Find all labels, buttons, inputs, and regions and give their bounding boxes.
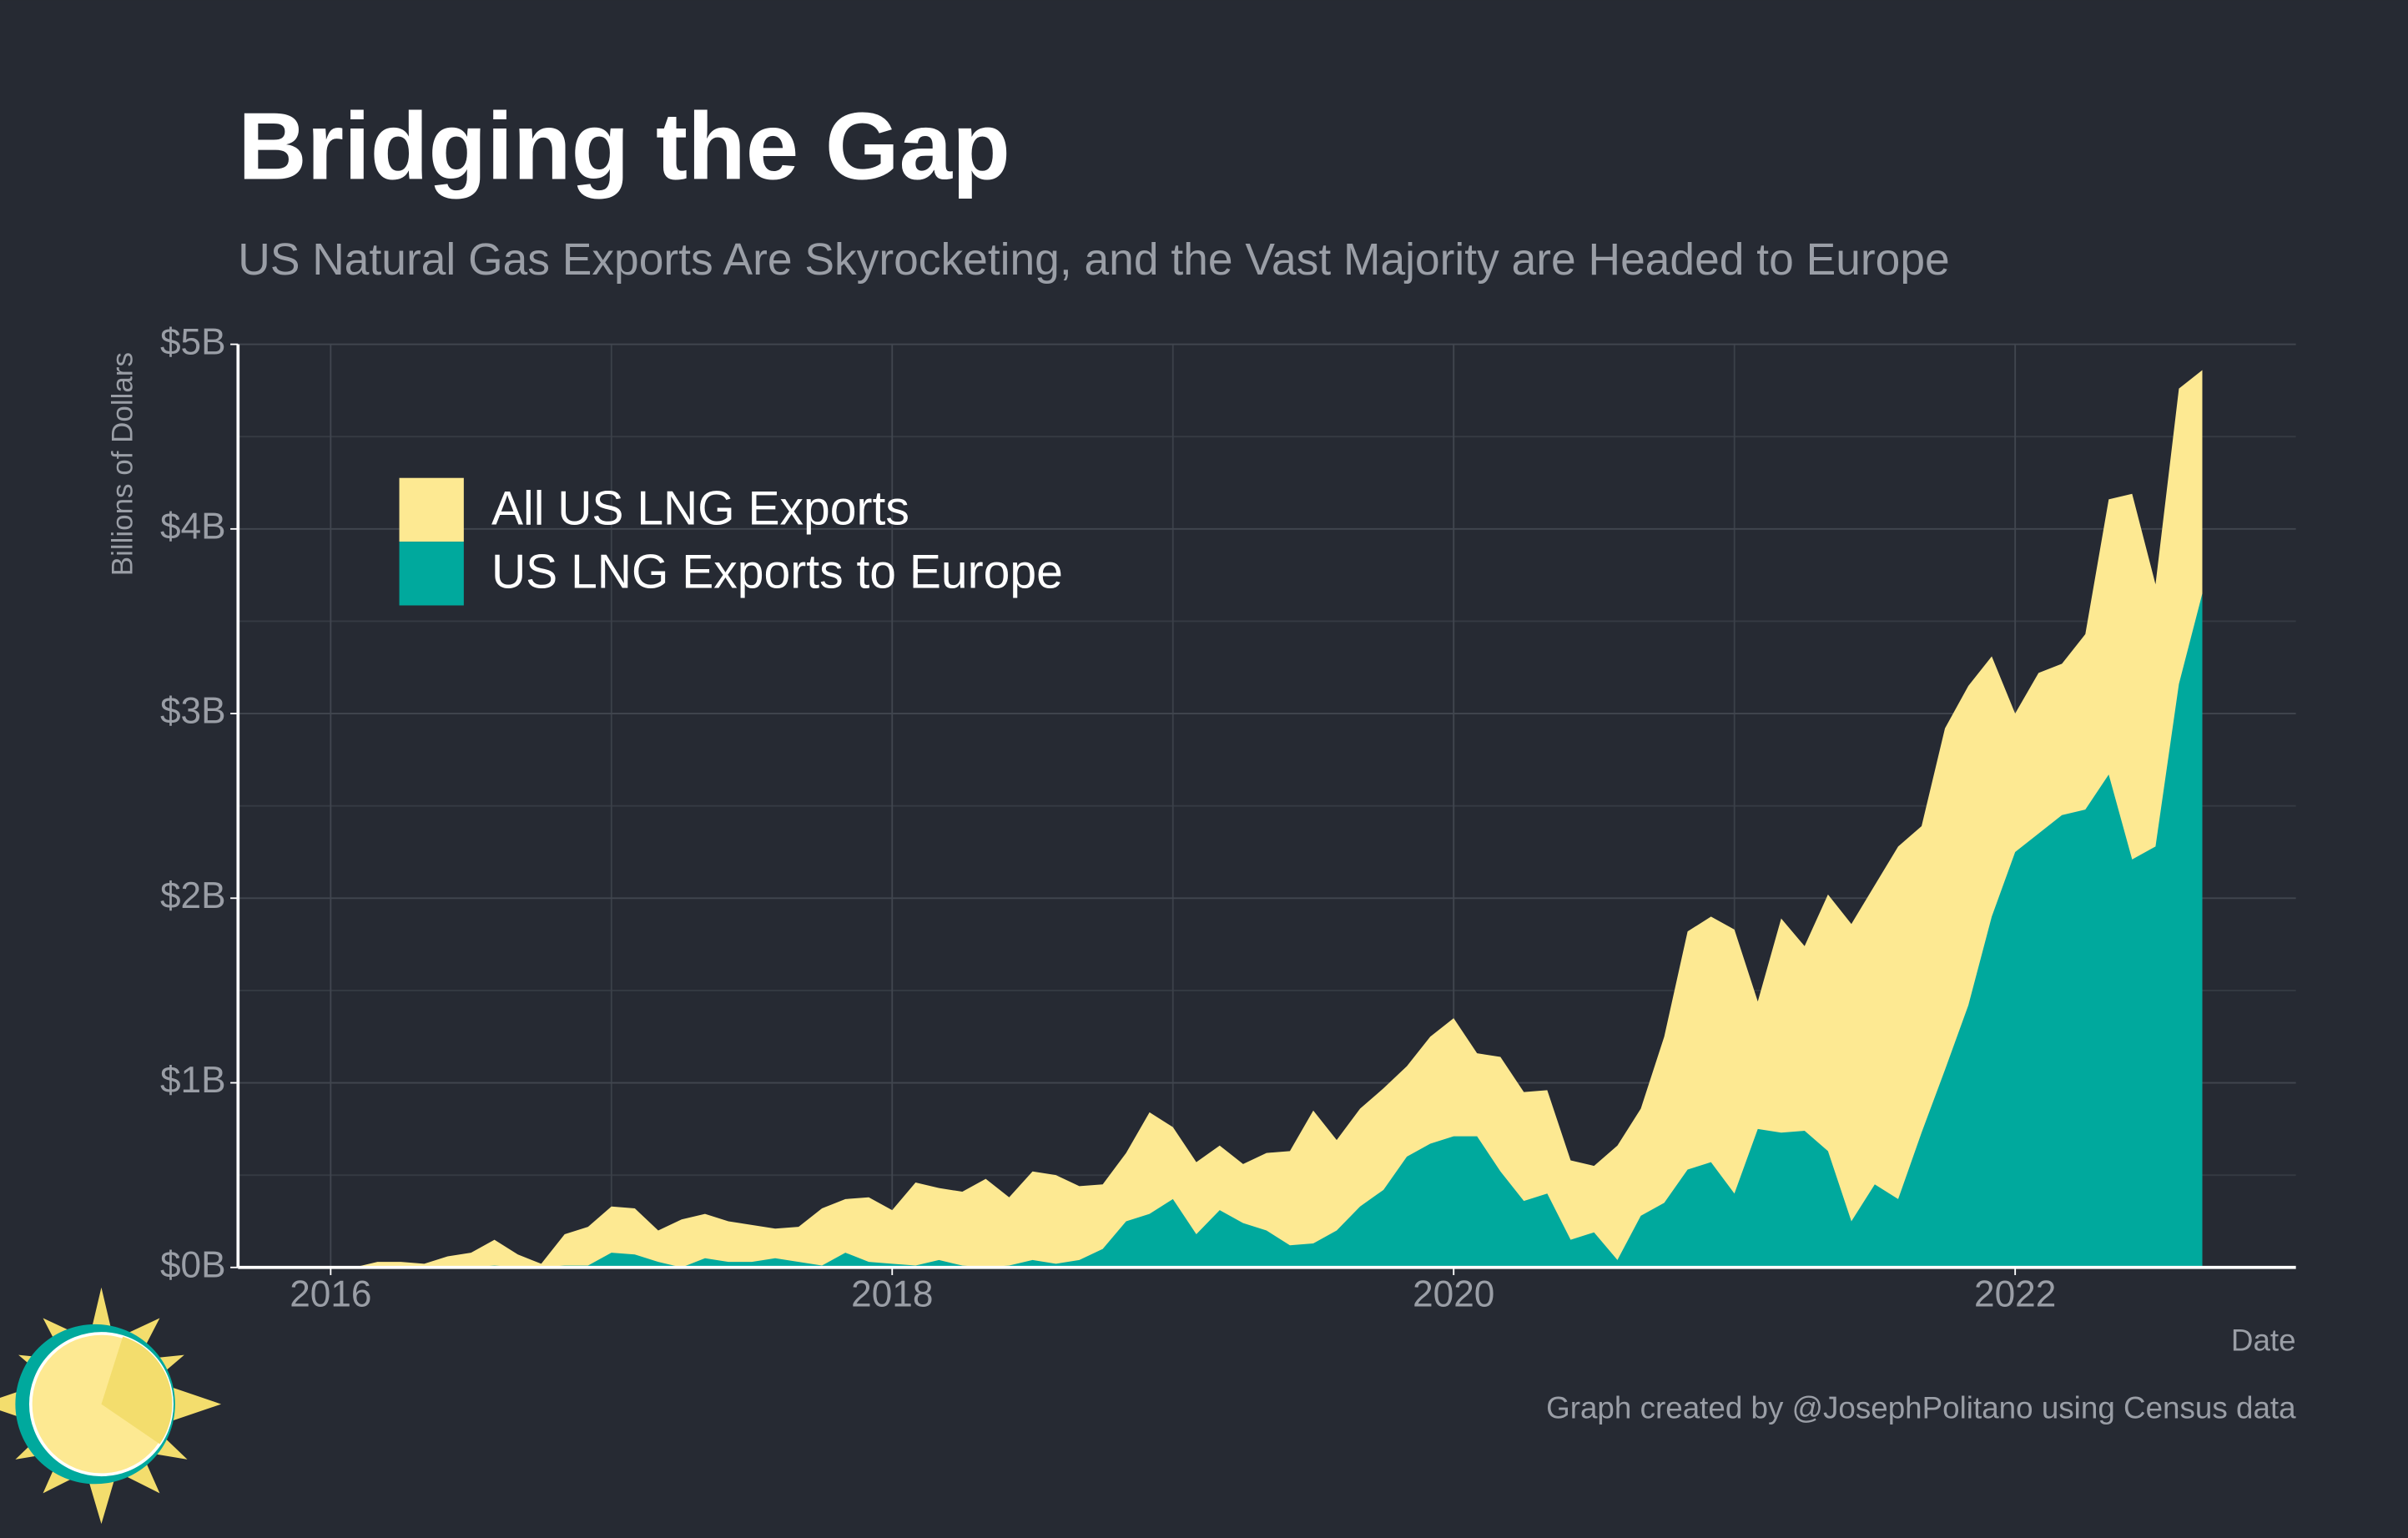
areas bbox=[330, 370, 2203, 1268]
x-tick-label: 2018 bbox=[851, 1273, 933, 1314]
legend-label: US LNG Exports to Europe bbox=[491, 546, 1063, 599]
y-tick-label: $2B bbox=[160, 875, 226, 916]
logo-slice bbox=[101, 1336, 173, 1445]
y-tick-label: $5B bbox=[160, 321, 226, 362]
x-tick-label: 2020 bbox=[1413, 1273, 1494, 1314]
legend-swatch bbox=[399, 477, 464, 542]
y-axis-label: Billions of Dollars bbox=[106, 352, 139, 576]
y-tick-label: $1B bbox=[160, 1060, 226, 1101]
legend: All US LNG Exports US LNG Exports to Euro… bbox=[399, 477, 1063, 606]
y-tick-label: $4B bbox=[160, 506, 226, 547]
logo bbox=[0, 1287, 222, 1525]
x-axis-label: Date bbox=[2231, 1324, 2296, 1358]
chart-title: Bridging the Gap bbox=[238, 93, 1010, 199]
y-tick-label: $0B bbox=[160, 1244, 226, 1285]
x-tick-label: 2016 bbox=[290, 1273, 371, 1314]
x-tick-label: 2022 bbox=[1974, 1273, 2056, 1314]
caption: Graph created by @JosephPolitano using C… bbox=[1546, 1391, 2296, 1425]
area bbox=[330, 370, 2203, 1268]
y-tick-label: $3B bbox=[160, 691, 226, 732]
legend-swatch bbox=[399, 542, 464, 606]
area bbox=[330, 593, 2203, 1268]
legend-label: All US LNG Exports bbox=[491, 482, 909, 535]
chart-subtitle: US Natural Gas Exports Are Skyrocketing,… bbox=[238, 235, 1949, 285]
axes: $0B $1B $2B $3B $4B $5B 2016 2018 2020 2022 bbox=[160, 321, 2296, 1314]
